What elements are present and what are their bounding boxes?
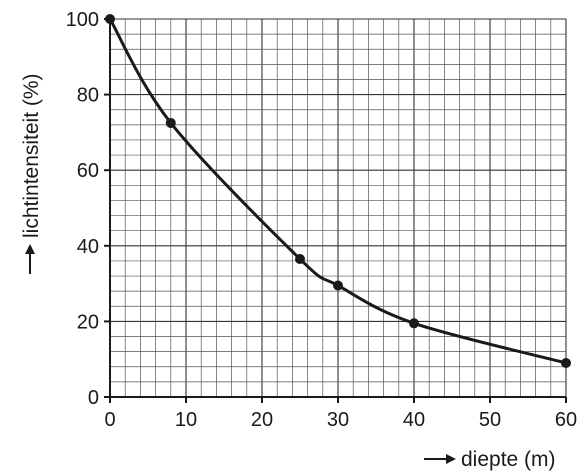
data-point bbox=[165, 117, 176, 128]
x-axis-label: diepte (m) bbox=[461, 448, 556, 471]
y-axis-title: lichtintensiteit (%) bbox=[20, 73, 43, 274]
y-tick-label: 100 bbox=[66, 9, 99, 31]
x-tick-label: 0 bbox=[104, 409, 115, 431]
data-series bbox=[105, 14, 571, 368]
y-tick-label: 60 bbox=[77, 160, 99, 182]
y-tick-labels: 0 20 40 60 80 100 bbox=[66, 9, 110, 409]
x-tick-label: 40 bbox=[403, 409, 425, 431]
grid bbox=[109, 18, 567, 398]
data-point bbox=[295, 254, 305, 265]
y-axis-arrowhead-icon bbox=[25, 244, 35, 254]
y-tick-label: 20 bbox=[77, 311, 99, 333]
series-line bbox=[108, 18, 567, 365]
x-tick-label: 60 bbox=[555, 409, 577, 431]
y-axis-label: lichtintensiteit (%) bbox=[20, 73, 43, 238]
x-tick-label: 30 bbox=[327, 409, 349, 431]
x-tick-label: 20 bbox=[251, 409, 273, 431]
x-axis-arrowhead-icon bbox=[446, 454, 456, 464]
x-axis-title: diepte (m) bbox=[424, 448, 556, 471]
data-point bbox=[561, 357, 571, 368]
x-tick-label: 50 bbox=[479, 409, 501, 431]
data-point bbox=[409, 318, 419, 329]
x-tick-label: 10 bbox=[175, 409, 197, 431]
y-tick-label: 40 bbox=[77, 236, 99, 258]
y-tick-label: 80 bbox=[77, 85, 99, 107]
y-tick-label: 0 bbox=[88, 387, 99, 409]
data-point bbox=[333, 280, 343, 291]
data-point bbox=[105, 14, 115, 24]
x-tick-labels: 0 10 20 30 40 50 60 bbox=[104, 397, 577, 431]
